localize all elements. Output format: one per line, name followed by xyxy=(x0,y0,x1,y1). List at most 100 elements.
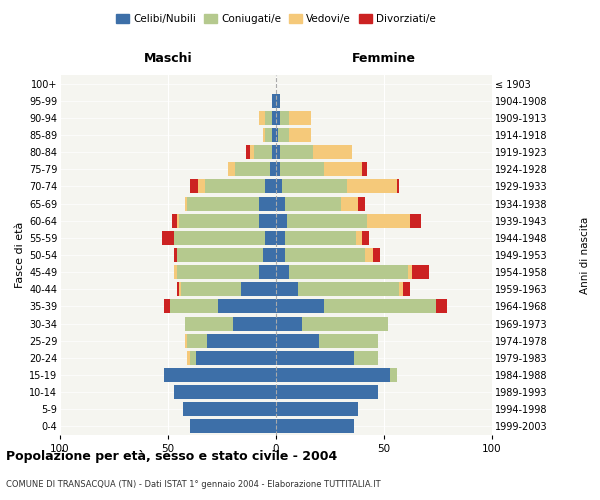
Bar xyxy=(265,180,276,194)
Bar xyxy=(161,231,175,245)
Bar xyxy=(323,162,362,176)
Bar xyxy=(397,180,399,194)
Bar xyxy=(403,282,410,296)
Bar xyxy=(358,196,365,210)
Bar xyxy=(172,214,176,228)
Bar xyxy=(412,265,430,279)
Bar xyxy=(229,162,235,176)
Bar xyxy=(265,111,272,125)
Bar xyxy=(175,231,265,245)
Bar xyxy=(190,180,198,194)
Bar xyxy=(250,145,254,159)
Text: COMUNE DI TRANSACQUA (TN) - Dati ISTAT 1° gennaio 2004 - Elaborazione TUTTITALIA: COMUNE DI TRANSACQUA (TN) - Dati ISTAT 1… xyxy=(6,480,380,489)
Bar xyxy=(196,351,276,365)
Bar xyxy=(278,128,289,142)
Bar xyxy=(276,368,391,382)
Bar xyxy=(347,180,397,194)
Bar xyxy=(276,248,284,262)
Bar xyxy=(289,111,311,125)
Bar xyxy=(365,248,373,262)
Bar xyxy=(323,300,436,314)
Bar xyxy=(354,351,377,365)
Bar xyxy=(280,162,323,176)
Bar xyxy=(319,334,377,347)
Bar xyxy=(276,402,358,416)
Bar xyxy=(276,196,284,210)
Bar xyxy=(265,128,272,142)
Bar xyxy=(284,231,356,245)
Bar xyxy=(302,316,388,330)
Bar xyxy=(272,94,276,108)
Bar xyxy=(179,214,259,228)
Bar xyxy=(272,128,276,142)
Bar xyxy=(198,180,205,194)
Bar xyxy=(408,265,412,279)
Bar xyxy=(235,162,269,176)
Bar xyxy=(259,214,276,228)
Bar xyxy=(373,248,380,262)
Bar xyxy=(187,196,259,210)
Bar xyxy=(175,265,176,279)
Bar xyxy=(179,282,181,296)
Bar xyxy=(263,128,265,142)
Bar xyxy=(233,316,276,330)
Bar xyxy=(185,316,233,330)
Bar xyxy=(298,282,399,296)
Bar xyxy=(276,162,280,176)
Legend: Celibi/Nubili, Coniugati/e, Vedovi/e, Divorziati/e: Celibi/Nubili, Coniugati/e, Vedovi/e, Di… xyxy=(112,10,440,29)
Bar xyxy=(391,368,397,382)
Bar xyxy=(187,351,190,365)
Bar xyxy=(176,214,179,228)
Bar xyxy=(399,282,403,296)
Bar xyxy=(190,420,276,434)
Text: Maschi: Maschi xyxy=(143,52,193,64)
Bar xyxy=(269,162,276,176)
Bar xyxy=(176,282,179,296)
Bar xyxy=(276,334,319,347)
Bar xyxy=(284,196,341,210)
Bar xyxy=(362,162,367,176)
Bar xyxy=(276,420,354,434)
Bar xyxy=(362,231,369,245)
Bar xyxy=(176,265,259,279)
Bar xyxy=(341,196,358,210)
Bar xyxy=(280,111,289,125)
Bar xyxy=(410,214,421,228)
Bar xyxy=(176,248,263,262)
Text: Anni di nascita: Anni di nascita xyxy=(580,216,590,294)
Bar xyxy=(276,231,284,245)
Bar xyxy=(164,300,170,314)
Bar xyxy=(207,334,276,347)
Bar xyxy=(276,128,278,142)
Bar xyxy=(175,248,176,262)
Bar xyxy=(185,334,187,347)
Bar xyxy=(276,282,298,296)
Bar xyxy=(276,94,280,108)
Bar xyxy=(276,385,377,399)
Bar xyxy=(185,196,187,210)
Bar xyxy=(246,145,250,159)
Bar xyxy=(218,300,276,314)
Bar xyxy=(259,111,265,125)
Bar xyxy=(287,214,367,228)
Bar xyxy=(170,300,218,314)
Bar xyxy=(272,111,276,125)
Bar xyxy=(181,282,241,296)
Bar xyxy=(276,180,283,194)
Bar xyxy=(276,300,323,314)
Bar xyxy=(164,368,276,382)
Bar xyxy=(284,248,365,262)
Bar xyxy=(205,180,265,194)
Text: Femmine: Femmine xyxy=(352,52,416,64)
Bar xyxy=(283,180,347,194)
Bar xyxy=(265,231,276,245)
Bar xyxy=(276,351,354,365)
Bar xyxy=(276,316,302,330)
Bar xyxy=(175,385,276,399)
Bar xyxy=(276,111,280,125)
Bar xyxy=(289,128,311,142)
Bar xyxy=(280,145,313,159)
Bar xyxy=(190,351,196,365)
Bar xyxy=(263,248,276,262)
Bar xyxy=(254,145,272,159)
